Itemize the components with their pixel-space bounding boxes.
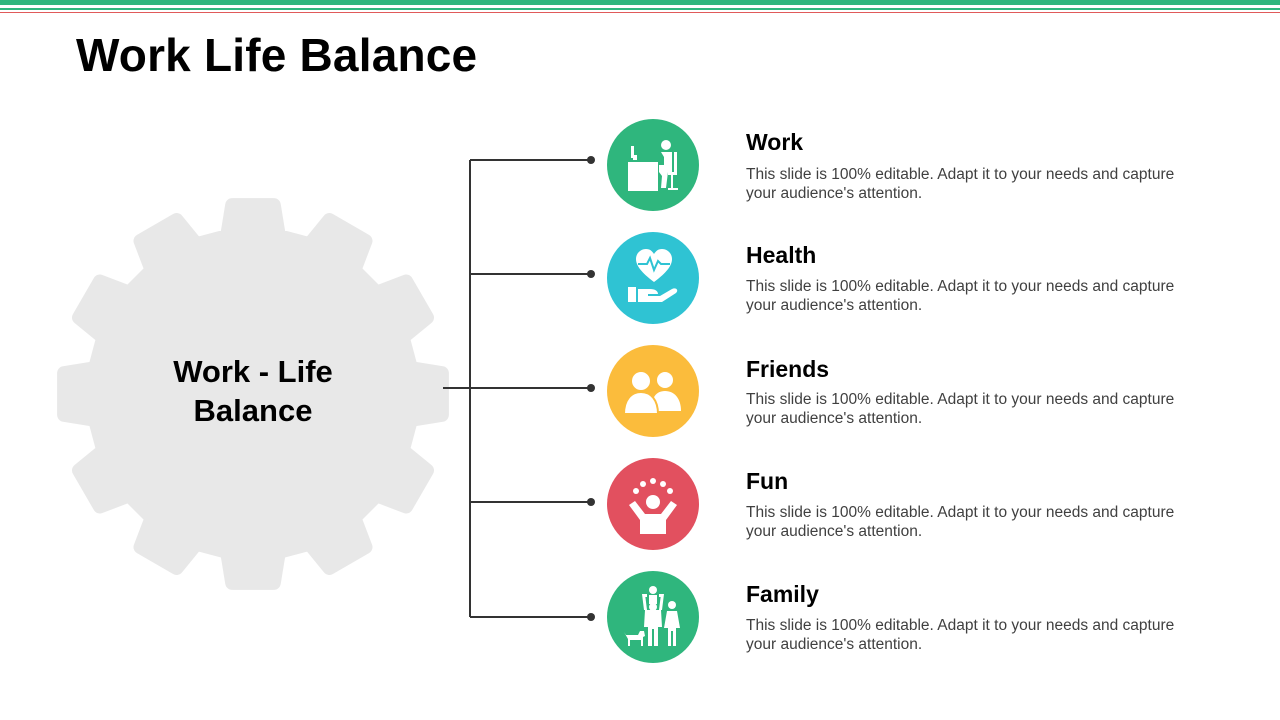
gear-shape: [57, 198, 449, 590]
item-title-health: Health: [746, 242, 817, 268]
slide-title: Work Life Balance: [76, 29, 478, 81]
item-title-work: Work: [746, 129, 804, 155]
connector-lines: [443, 159, 591, 618]
item-desc-health: This slide is 100% editable. Adapt it to…: [746, 278, 1175, 314]
connector-dot: [587, 498, 595, 506]
connector-dot: [587, 270, 595, 278]
top-accent-line: [0, 8, 1280, 10]
item-title-fun: Fun: [746, 468, 789, 494]
top-accent-line-red: [0, 12, 1280, 13]
item-title-friends: Friends: [746, 356, 830, 382]
people-icon: [622, 370, 681, 415]
juggling-person-icon: [629, 478, 677, 534]
item-desc-fun: This slide is 100% editable. Adapt it to…: [746, 504, 1175, 540]
item-desc-friends: This slide is 100% editable. Adapt it to…: [746, 391, 1175, 427]
top-accent-bar: [0, 0, 1280, 5]
connector-dot: [587, 613, 595, 621]
item-desc-work: This slide is 100% editable. Adapt it to…: [746, 166, 1175, 202]
item-desc-family: This slide is 100% editable. Adapt it to…: [746, 617, 1175, 653]
connector-dot: [587, 156, 595, 164]
gear-center-label: Work - Life Balance: [173, 354, 333, 428]
connector-dot: [587, 384, 595, 392]
item-title-family: Family: [746, 581, 819, 607]
desk-worker-icon: [628, 140, 678, 191]
heart-hand-icon: [628, 249, 678, 302]
family-icon: [624, 586, 680, 646]
friends-circle: [607, 345, 699, 437]
